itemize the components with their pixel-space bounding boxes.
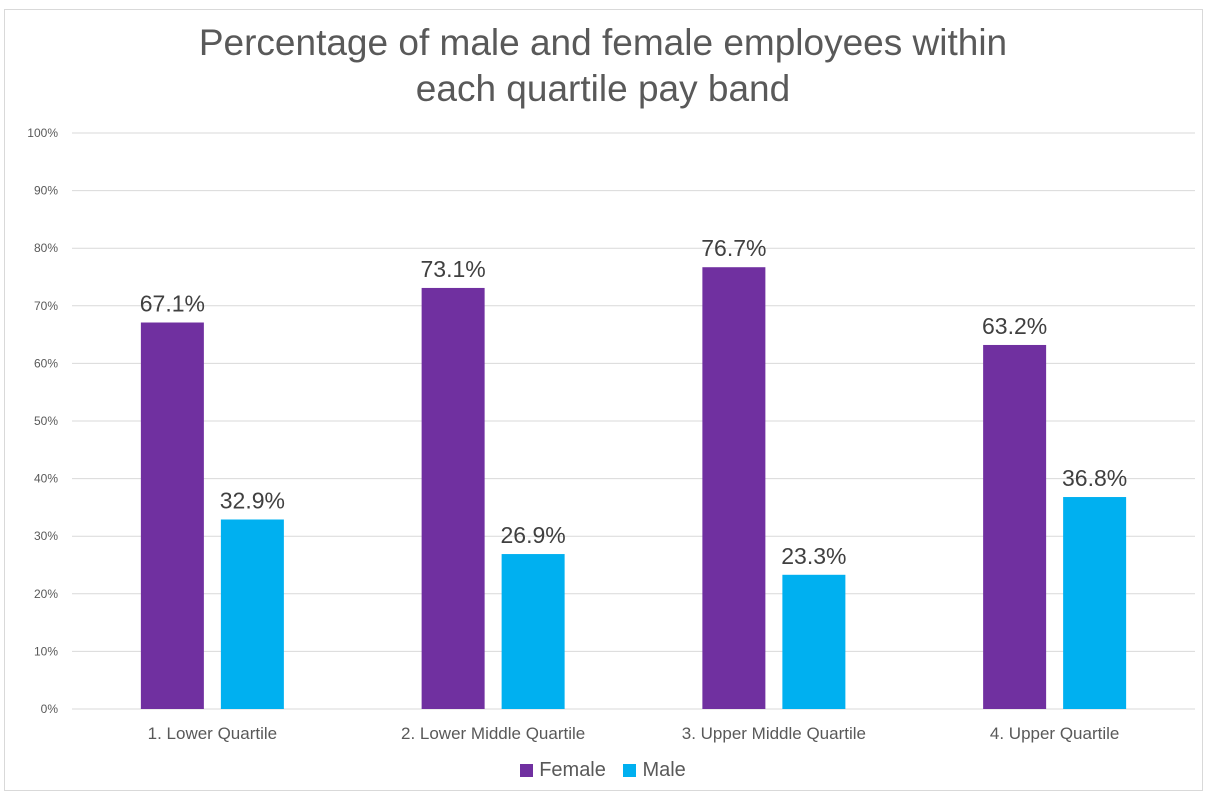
bar-female-4 — [983, 344, 1047, 709]
y-tick-label: 60% — [34, 356, 58, 370]
legend-swatch-male — [623, 764, 637, 777]
bar-male-4 — [1063, 497, 1127, 709]
x-tick-label: 1. Lower Quartile — [148, 724, 277, 743]
chart-title-line-2: each quartile pay band — [415, 68, 791, 109]
x-tick-label: 3. Upper Middle Quartile — [682, 724, 866, 743]
y-tick-label: 80% — [34, 241, 58, 255]
data-label-female-1: 67.1% — [140, 291, 205, 317]
y-tick-label: 70% — [34, 299, 58, 313]
bar-male-3 — [782, 574, 846, 709]
x-tick-label: 2. Lower Middle Quartile — [401, 724, 585, 743]
y-tick-label: 20% — [34, 587, 58, 601]
bar-male-2 — [501, 554, 565, 709]
data-label-male-1: 32.9% — [220, 487, 285, 513]
bar-male-1 — [220, 519, 284, 709]
data-label-male-2: 26.9% — [501, 522, 566, 548]
legend-item-female: Female — [520, 759, 606, 782]
y-tick-label: 10% — [34, 644, 58, 658]
y-tick-label: 90% — [34, 184, 58, 198]
data-label-male-4: 36.8% — [1062, 465, 1127, 491]
bar-female-1 — [140, 322, 204, 709]
legend-label-female: Female — [539, 759, 606, 781]
legend: Female Male — [0, 759, 1206, 783]
chart-title: Percentage of male and female employees … — [0, 20, 1206, 112]
bar-female-3 — [702, 267, 766, 709]
legend-item-male: Male — [623, 759, 686, 782]
chart-title-line-1: Percentage of male and female employees … — [198, 22, 1008, 63]
data-label-male-3: 23.3% — [781, 543, 846, 569]
legend-label-male: Male — [642, 759, 686, 781]
legend-swatch-female — [520, 764, 534, 777]
bar-female-2 — [421, 287, 485, 709]
y-tick-label: 30% — [34, 529, 58, 543]
y-tick-label: 100% — [27, 126, 58, 140]
data-label-female-4: 63.2% — [982, 313, 1047, 339]
y-tick-label: 50% — [34, 414, 58, 428]
data-label-female-3: 76.7% — [701, 235, 766, 261]
y-tick-label: 40% — [34, 472, 58, 486]
x-tick-label: 4. Upper Quartile — [990, 724, 1119, 743]
data-label-female-2: 73.1% — [421, 256, 486, 282]
y-tick-label: 0% — [41, 702, 59, 716]
